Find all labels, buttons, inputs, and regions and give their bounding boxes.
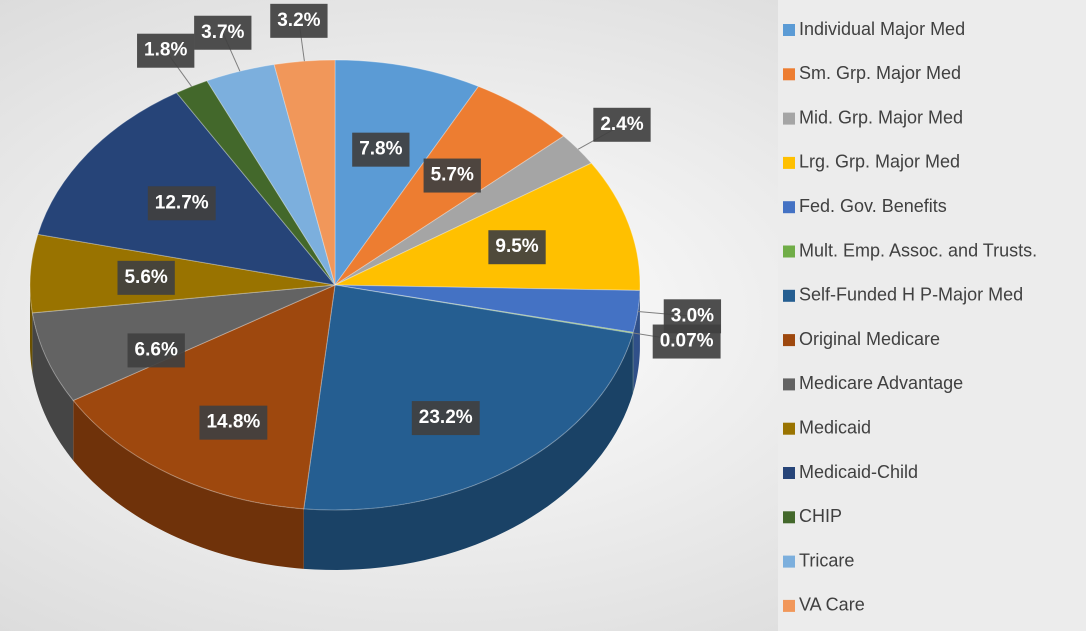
legend-swatch (783, 334, 795, 347)
legend-swatch (783, 422, 795, 435)
pie-slice (72, 284, 336, 510)
data-label: 9.5% (495, 236, 538, 257)
legend-label: Fed. Gov. Benefits (799, 196, 947, 216)
pie-side (73, 400, 304, 569)
legend-label: Medicare Advantage (799, 373, 963, 393)
pie-slice (273, 59, 336, 286)
data-label: 14.8% (206, 412, 260, 433)
data-label: 3.7% (201, 22, 244, 43)
legend-label: VA Care (799, 595, 865, 615)
data-label: 5.6% (124, 267, 167, 288)
data-label-box (652, 324, 721, 359)
data-label-box (127, 333, 185, 368)
data-label: 3.2% (277, 10, 320, 31)
data-label-box (147, 186, 216, 221)
data-label-box (593, 107, 651, 142)
data-label: 0.07% (660, 331, 714, 352)
legend-swatch (783, 511, 795, 524)
legend-swatch (783, 245, 795, 258)
pie-slice (334, 284, 641, 333)
pie-side (32, 312, 74, 461)
pie-slice (334, 59, 480, 287)
legend-swatch (783, 467, 795, 479)
data-label-box (423, 158, 481, 193)
legend-label: Lrg. Grp. Major Med (799, 152, 960, 172)
data-label: 7.8% (359, 139, 402, 160)
legend-label: Tricare (799, 550, 854, 570)
data-label: 2.4% (600, 114, 643, 135)
legend-label: CHIP (799, 506, 842, 526)
legend-swatch (783, 112, 795, 125)
data-label-box (117, 260, 175, 295)
legend-background (778, 0, 1086, 631)
data-label: 12.7% (155, 192, 209, 213)
data-label: 5.7% (431, 165, 474, 186)
legend-label: Mid. Grp. Major Med (799, 107, 963, 127)
data-label: 23.2% (419, 407, 473, 428)
legend-label: Sm. Grp. Major Med (799, 63, 961, 83)
pie-slice (334, 162, 641, 291)
legend-swatch (783, 24, 795, 36)
data-label: 3.0% (671, 305, 714, 326)
legend-swatch (783, 378, 795, 391)
legend-label: Medicaid (799, 417, 871, 437)
data-label-box (352, 132, 410, 167)
legend-label: Mult. Emp. Assoc. and Trusts. (799, 240, 1037, 260)
legend-swatch (783, 555, 795, 568)
pie-slice (206, 63, 336, 286)
data-label: 1.8% (144, 40, 187, 61)
legend-swatch (783, 289, 795, 302)
pie-side (633, 290, 640, 393)
legend-swatch (783, 68, 795, 81)
pie-slice (29, 233, 336, 314)
data-label-box (270, 3, 328, 38)
pie-slice (303, 284, 634, 511)
legend-swatch (783, 156, 795, 169)
data-label-box (194, 15, 252, 50)
pie-side (30, 285, 33, 373)
legend-label: Original Medicare (799, 329, 940, 349)
legend-swatch (783, 599, 795, 612)
data-label-box (411, 401, 480, 436)
data-label-box (199, 405, 268, 440)
legend-label: Self-Funded H P-Major Med (799, 285, 1023, 305)
pie-slice (334, 135, 593, 286)
data-label-box (137, 33, 195, 68)
pie-side (303, 333, 633, 570)
legend-swatch (783, 201, 795, 214)
legend-label: Individual Major Med (799, 19, 965, 39)
data-label-box (488, 230, 546, 265)
data-label: 6.6% (135, 339, 178, 360)
legend-label: Medicaid-Child (799, 462, 918, 482)
